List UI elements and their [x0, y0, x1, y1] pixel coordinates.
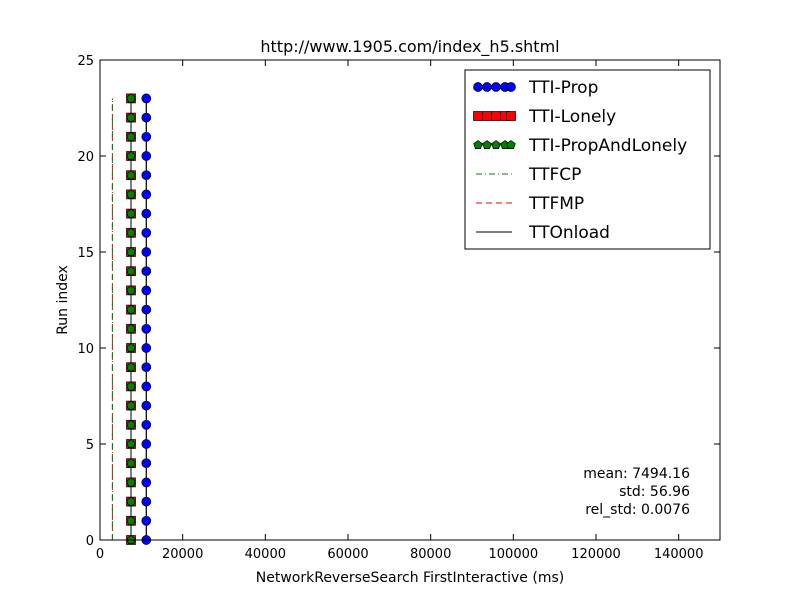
- data-point-tti-propandlonely: [126, 323, 136, 333]
- legend-label: TTI-PropAndLonely: [528, 136, 687, 156]
- legend-marker: [482, 111, 492, 121]
- stats-rel-std: rel_std: 0.0076: [585, 502, 690, 518]
- data-point-tti-propandlonely: [126, 419, 136, 429]
- data-point-tti-prop: [141, 304, 152, 315]
- data-point-tti-prop: [141, 131, 152, 142]
- data-point-tti-prop: [141, 285, 152, 296]
- data-point-tti-prop: [141, 247, 152, 257]
- data-point-tti-prop: [141, 381, 152, 392]
- data-point-tti-propandlonely: [126, 285, 136, 295]
- data-point-tti-prop: [141, 93, 152, 104]
- chart-title: http://www.1905.com/index_h5.shtml: [260, 37, 559, 57]
- data-point-tti-propandlonely: [126, 112, 136, 122]
- data-point-tti-propandlonely: [126, 477, 136, 487]
- data-point-tti-prop: [141, 151, 152, 161]
- data-point-tti-prop: [141, 323, 152, 334]
- data-point-tti-propandlonely: [126, 362, 136, 372]
- data-point-tti-prop: [141, 458, 152, 469]
- data-point-tti-propandlonely: [126, 400, 136, 410]
- data-point-tti-propandlonely: [126, 439, 136, 448]
- y-tick-label: 25: [77, 54, 94, 69]
- legend-label: TTOnload: [528, 223, 610, 243]
- legend-item-ttfmp: TTFMP: [476, 194, 584, 214]
- data-point-tti-propandlonely: [126, 304, 136, 314]
- legend-label: TTI-Prop: [528, 78, 598, 98]
- legend-marker: [473, 82, 483, 92]
- data-point-tti-propandlonely: [126, 170, 136, 180]
- data-point-tti-prop: [141, 112, 152, 123]
- y-tick-label: 10: [77, 342, 94, 357]
- x-tick-label: 120000: [571, 547, 621, 562]
- data-point-tti-propandlonely: [126, 227, 136, 237]
- data-point-tti-propandlonely: [126, 131, 136, 141]
- data-point-tti-propandlonely: [126, 208, 136, 218]
- data-point-tti-prop: [141, 400, 152, 411]
- plot-frame: [99, 59, 721, 541]
- data-point-tti-propandlonely: [126, 266, 136, 276]
- data-point-tti-prop: [141, 266, 152, 277]
- data-point-tti-propandlonely: [126, 458, 136, 468]
- legend-box: [464, 69, 711, 250]
- y-tick-label: 5: [86, 438, 94, 453]
- data-point-tti-prop: [141, 362, 152, 373]
- data-point-tti-prop: [141, 439, 152, 449]
- y-tick-label: 20: [77, 150, 94, 165]
- data-point-tti-prop: [141, 208, 152, 219]
- data-point-tti-prop: [141, 189, 152, 200]
- data-point-tti-prop: [141, 227, 152, 238]
- legend-item-tti-propandlonely: TTI-PropAndLonely: [473, 136, 687, 156]
- x-tick-label: 140000: [654, 547, 704, 562]
- legend: TTI-Prop TTI-Lonely TTI-PropAndLonely TTFCP…: [464, 69, 711, 250]
- data-point-tti-propandlonely: [126, 343, 136, 352]
- x-tick-label: 20000: [162, 547, 203, 562]
- data-point-tti-prop: [141, 477, 152, 488]
- legend-label: TTFMP: [528, 194, 584, 214]
- data-point-tti-propandlonely: [126, 93, 136, 103]
- legend-label: TTI-Lonely: [528, 107, 616, 127]
- series-tti-prop: [141, 93, 152, 545]
- stats-mean: mean: 7494.16: [583, 466, 690, 482]
- legend-item-ttonload: TTOnload: [476, 223, 610, 243]
- legend-marker: [491, 140, 501, 149]
- series-tti-propandlonely: [126, 93, 136, 544]
- data-point-tti-prop: [141, 343, 152, 353]
- legend-marker: [473, 140, 483, 149]
- x-tick-label: 40000: [245, 547, 286, 562]
- legend-marker: [506, 82, 516, 92]
- data-point-tti-propandlonely: [126, 247, 136, 256]
- y-tick-label: 15: [77, 246, 94, 261]
- legend-item-ttfcp: TTFCP: [476, 165, 581, 185]
- data-point-tti-propandlonely: [126, 515, 136, 525]
- x-tick-label: 80000: [410, 547, 451, 562]
- legend-marker: [506, 111, 516, 121]
- legend-marker: [482, 140, 492, 149]
- data-point-tti-prop: [141, 496, 152, 507]
- legend-marker: [482, 82, 492, 92]
- legend-marker: [473, 111, 483, 121]
- legend-marker: [491, 82, 501, 92]
- x-tick-label: 100000: [489, 547, 539, 562]
- data-point-tti-propandlonely: [126, 381, 136, 391]
- legend-marker: [506, 140, 516, 149]
- stats-annotation: mean: 7494.16 std: 56.96 rel_std: 0.0076: [583, 466, 690, 518]
- data-point-tti-prop: [141, 170, 152, 181]
- data-point-tti-propandlonely: [126, 189, 136, 199]
- x-tick-label: 0: [96, 547, 104, 562]
- legend-item-tti-prop: TTI-Prop: [473, 78, 598, 98]
- x-axis-label: NetworkReverseSearch FirstInteractive (m…: [256, 570, 564, 586]
- legend-item-tti-lonely: TTI-Lonely: [473, 107, 616, 127]
- legend-label: TTFCP: [528, 165, 581, 185]
- data-point-tti-prop: [141, 419, 152, 430]
- y-tick-label: 0: [86, 534, 94, 549]
- x-tick-label: 60000: [327, 547, 368, 562]
- data-point-tti-propandlonely: [126, 496, 136, 506]
- data-point-tti-propandlonely: [126, 151, 136, 160]
- legend-marker: [491, 111, 501, 121]
- stats-std: std: 56.96: [619, 484, 690, 500]
- data-point-tti-prop: [141, 515, 152, 526]
- y-axis-label: Run index: [55, 265, 71, 335]
